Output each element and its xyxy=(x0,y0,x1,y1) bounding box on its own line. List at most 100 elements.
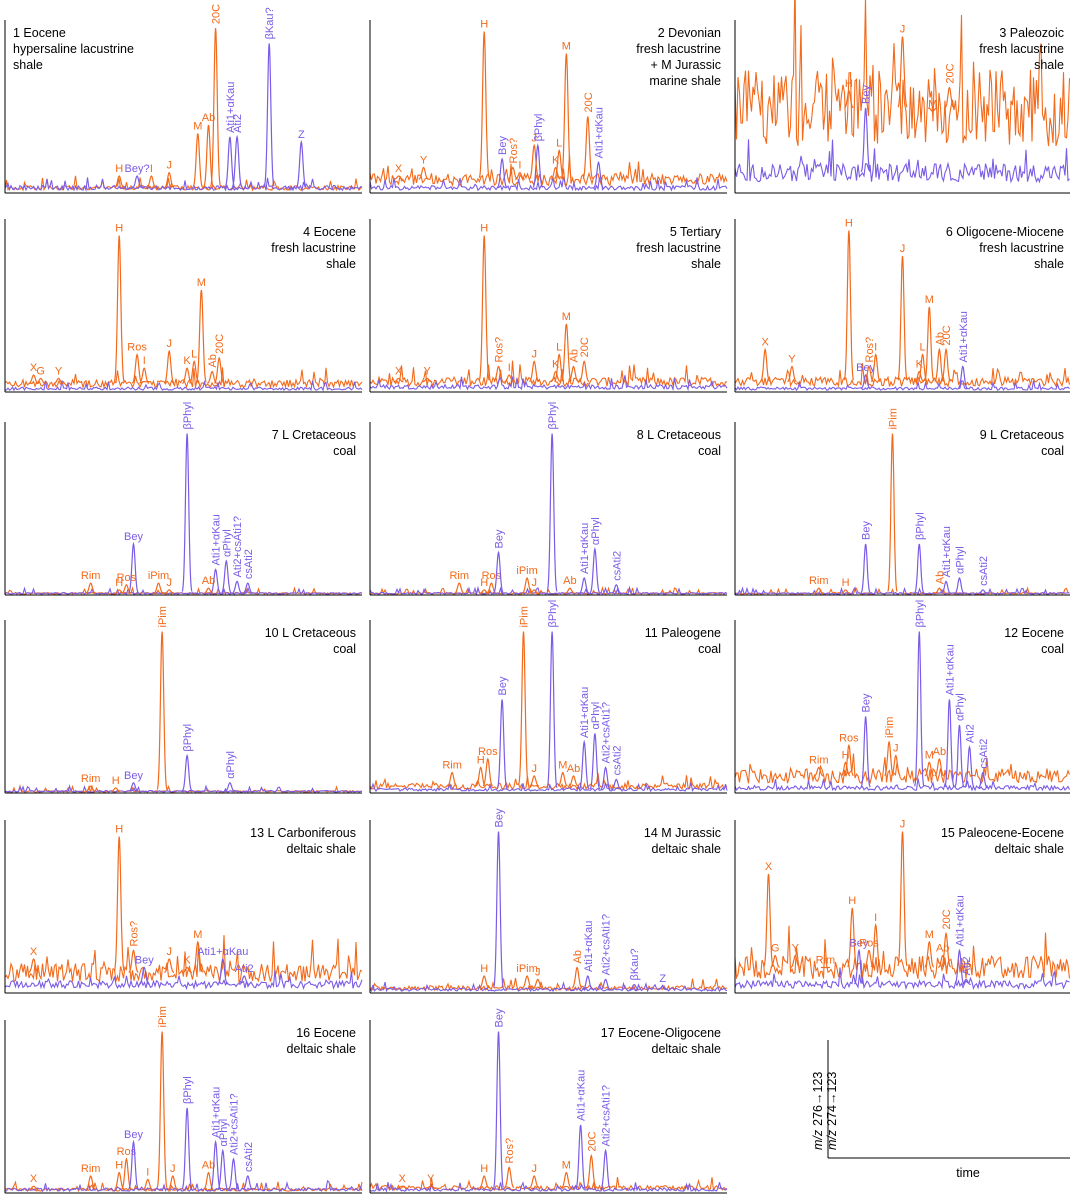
peak-label: H xyxy=(848,895,856,907)
peak-label: Ab xyxy=(934,332,946,345)
peak-label: Ati2+csAti1? xyxy=(232,516,244,577)
panel-title: 11 Paleogene xyxy=(645,626,721,640)
trace-baseline xyxy=(4,1179,363,1193)
peak xyxy=(507,166,518,180)
peak-label: iPim xyxy=(516,565,537,577)
peak-label: M xyxy=(197,277,206,289)
peak-label: L xyxy=(556,342,562,354)
peak xyxy=(924,940,935,968)
peak xyxy=(263,43,275,187)
peak-label: Bey xyxy=(861,693,873,712)
peak xyxy=(787,365,797,383)
peak xyxy=(242,1175,253,1190)
peak-label: H xyxy=(112,775,120,787)
peak xyxy=(142,1178,153,1191)
peak-label: Rim xyxy=(809,755,829,767)
peak-label: αPhyl xyxy=(221,529,233,557)
peak-label: K xyxy=(183,355,191,367)
peak xyxy=(528,143,540,180)
peak-label: βPhyl xyxy=(547,600,559,628)
peak xyxy=(496,699,508,789)
peak xyxy=(611,584,622,594)
peak xyxy=(870,922,881,968)
peak xyxy=(132,175,143,189)
peak-label: Ati2 xyxy=(232,114,244,133)
trace-baseline xyxy=(734,778,1070,792)
peak-label: M xyxy=(925,749,934,761)
peak xyxy=(518,631,529,785)
panel-title: marine shale xyxy=(649,74,721,88)
peak-label: 20C xyxy=(214,334,226,354)
peak xyxy=(85,1175,96,1190)
peak-label: L xyxy=(556,138,562,150)
panel: H Bey J M 20C 3 Paleozoic fresh lacustrine shal… xyxy=(734,0,1071,194)
peak xyxy=(657,985,668,991)
peak xyxy=(593,161,604,189)
peak xyxy=(814,587,824,594)
peak-label: G xyxy=(36,365,45,377)
peak xyxy=(840,761,851,777)
peak xyxy=(164,171,175,189)
peak-label: βPhyl xyxy=(547,402,559,430)
peak xyxy=(978,589,988,594)
peak xyxy=(496,157,508,189)
peak-label: Ati1+αKau xyxy=(211,514,223,565)
peak-label: Ros xyxy=(859,938,879,950)
peak xyxy=(493,550,504,594)
peak xyxy=(393,175,404,180)
peak-label: Ati1+αKau xyxy=(941,526,953,577)
trace-baseline xyxy=(734,0,1071,147)
peak-label: H xyxy=(845,78,853,90)
peak xyxy=(210,28,221,187)
peak xyxy=(568,775,579,787)
peak-label: Ati1+αKau xyxy=(576,1070,588,1121)
peak xyxy=(561,1171,572,1189)
peak-label: Bey xyxy=(861,85,873,104)
legend-entry: m/z 274→123 xyxy=(825,1072,839,1150)
peak xyxy=(214,356,225,384)
peak-label: J xyxy=(893,743,899,755)
peak-label: Ab xyxy=(934,571,946,584)
peak xyxy=(113,836,125,972)
peak-label: J xyxy=(900,24,906,36)
peak-label: βKau? xyxy=(264,7,276,39)
panel-title: shale xyxy=(13,58,43,72)
peak xyxy=(575,1124,586,1190)
peak-label: Bey xyxy=(861,521,873,540)
peak-label: X xyxy=(395,163,403,175)
panel-title: coal xyxy=(698,642,721,656)
peak xyxy=(579,360,590,383)
panel-title: 9 L Cretaceous xyxy=(980,428,1064,442)
peak xyxy=(114,175,125,189)
panel-title: coal xyxy=(333,444,356,458)
peak-label: Ati1+αKau xyxy=(593,107,605,158)
peak-label: Ros xyxy=(478,746,498,758)
peak-label: J xyxy=(531,132,537,144)
panel-title: shale xyxy=(1034,257,1064,271)
peak-label: 20C xyxy=(211,4,223,24)
peak xyxy=(224,136,236,188)
peak xyxy=(937,954,948,968)
peak-label: iPim xyxy=(148,570,169,582)
peak xyxy=(897,255,908,381)
peak-label: I xyxy=(874,342,877,354)
peak-label: J xyxy=(531,1163,537,1175)
trace-baseline xyxy=(4,586,363,595)
peak-label: Y xyxy=(55,365,63,377)
peak xyxy=(589,546,601,594)
peak-label: J xyxy=(170,1163,176,1175)
peak-label: αPhyl xyxy=(218,1119,230,1147)
panel-title: 16 Eocene xyxy=(296,1026,356,1040)
peak xyxy=(217,1148,229,1190)
peak xyxy=(217,957,228,985)
peak-label: αPhyl xyxy=(954,693,966,721)
peak-label: J xyxy=(531,577,537,589)
peak-label: X xyxy=(30,946,38,958)
peak-label: Ab xyxy=(202,1160,215,1172)
panel-title: 10 L Cretaceous xyxy=(265,626,356,640)
